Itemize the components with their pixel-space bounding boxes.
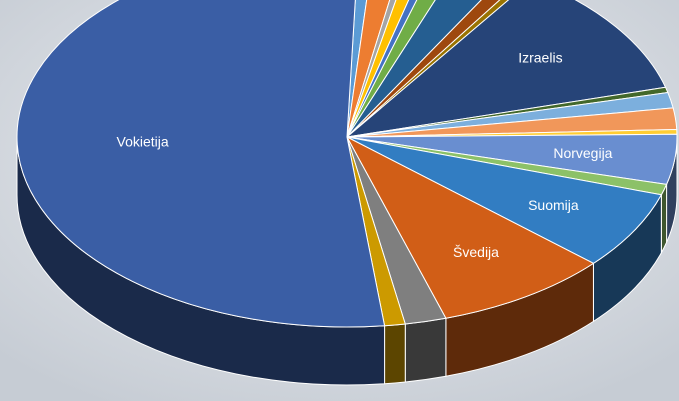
data-labels: Izraelis Norvegija Suomija Švedija Vokietija xyxy=(117,50,613,260)
pie-side-slice-19 xyxy=(384,323,406,385)
data-label-suomija: Suomija xyxy=(528,197,579,213)
pie-slice-vokietija xyxy=(16,0,386,328)
pie-slice-suomija xyxy=(346,136,663,264)
pie-slices xyxy=(16,0,678,328)
pie-slice-svedija xyxy=(345,135,595,319)
data-label-vokietija: Vokietija xyxy=(117,134,169,150)
data-label-svedija: Švedija xyxy=(453,244,499,260)
data-label-izraelis: Izraelis xyxy=(518,50,562,66)
pie-side-slice-18 xyxy=(404,317,447,383)
data-label-norvegija: Norvegija xyxy=(553,145,612,161)
pie-slice-izraelis xyxy=(345,0,667,138)
pie-side-slice-15 xyxy=(660,184,668,255)
